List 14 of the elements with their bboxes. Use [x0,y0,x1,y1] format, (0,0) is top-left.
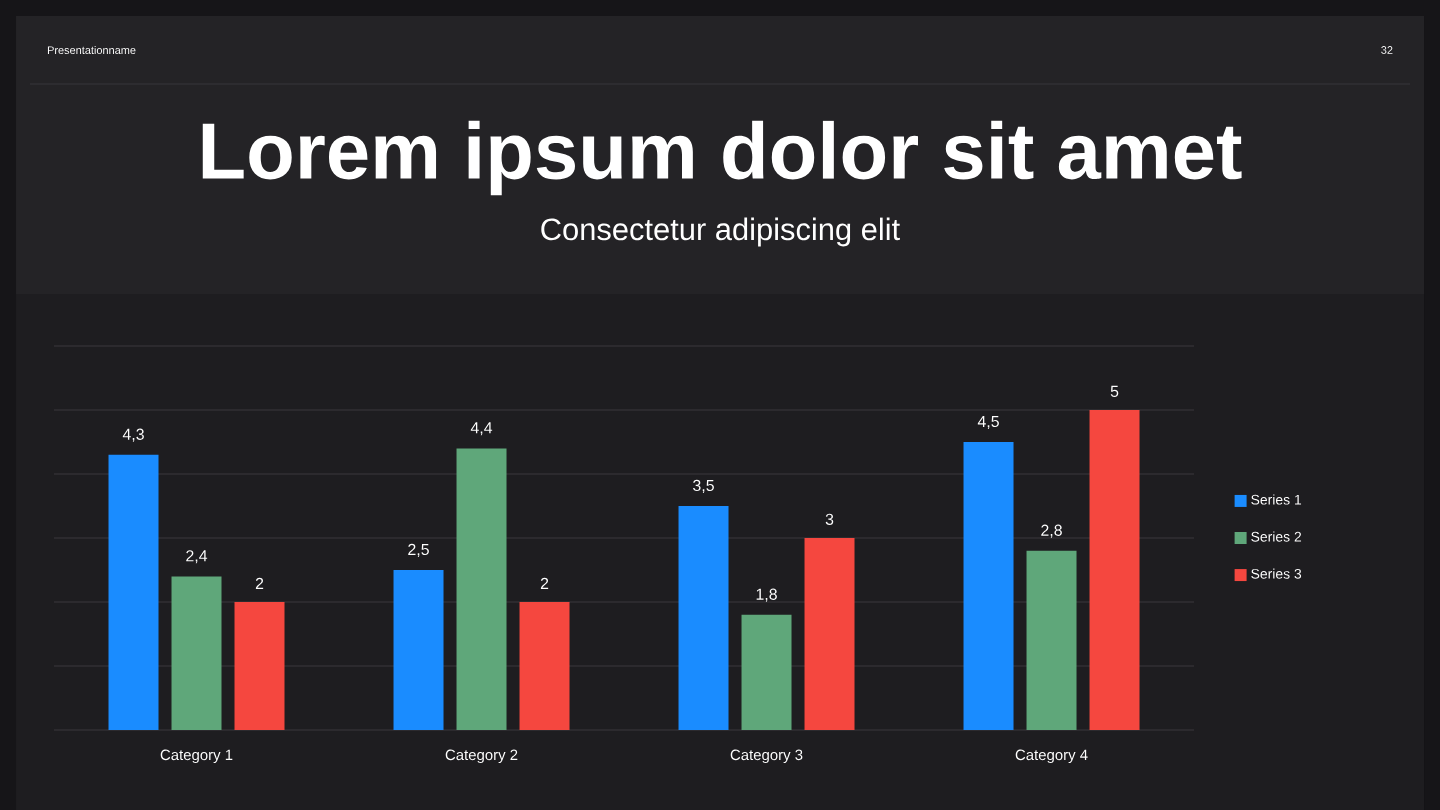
bar [804,538,855,730]
bar [1089,410,1140,730]
chart-title: Lorem ipsum dolor sit amet [202,120,1242,196]
bar [456,448,507,730]
bar [741,614,792,730]
bar [963,442,1014,730]
bar [234,602,285,730]
bar [519,602,570,730]
bar [678,506,729,730]
bar [171,576,222,730]
bar [108,454,159,730]
chart-subtitle: Consectetur adipiscing elit [541,217,900,247]
bar [393,570,444,730]
bar [1026,550,1077,730]
